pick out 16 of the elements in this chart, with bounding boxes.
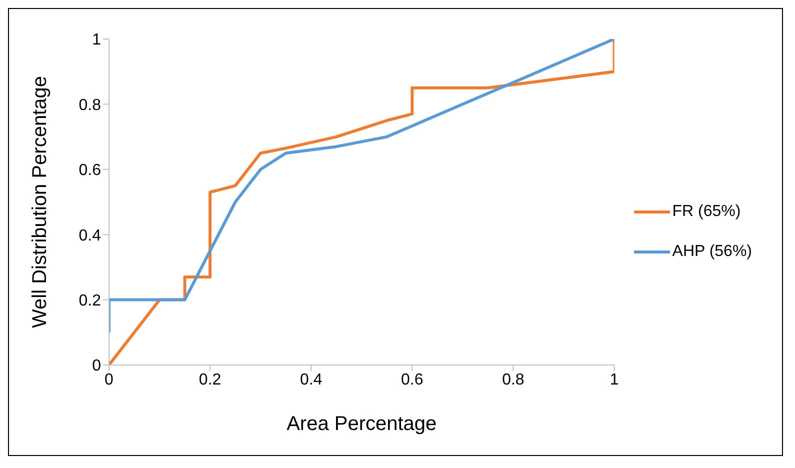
x-tick-label: 0 — [104, 371, 114, 388]
x-tick-label: 0.4 — [300, 371, 322, 388]
x-tick-label: 0.6 — [401, 371, 424, 388]
x-tick-label: 0.2 — [198, 371, 222, 388]
x-axis-title: Area Percentage — [286, 413, 437, 435]
y-tick-label: 0.4 — [78, 227, 102, 244]
y-tick-label: 0.6 — [78, 162, 102, 180]
y-axis-title: Well Distribution Percentage — [29, 76, 52, 328]
x-tick-label: 0.8 — [502, 371, 524, 388]
y-tick-label: 0.2 — [78, 292, 102, 310]
legend-label: AHP (56%) — [672, 243, 752, 261]
x-tick-label: 1 — [610, 371, 619, 388]
y-tick-label: 0.8 — [78, 96, 102, 114]
legend-label: FR (65%) — [672, 203, 741, 221]
y-tick-label: 0 — [92, 358, 102, 375]
y-tick-label: 1 — [92, 32, 102, 49]
